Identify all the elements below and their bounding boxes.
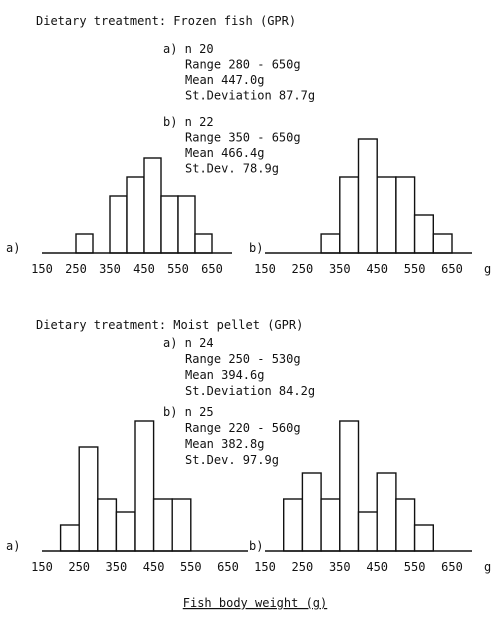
histogram-bar-2-3 (115, 511, 136, 552)
histogram-bar-1-0 (320, 233, 341, 254)
x-tick-label-2-5: 650 (217, 560, 239, 574)
histogram-bar-3-0 (283, 498, 304, 552)
x-tick-label-1-0: 150 (254, 262, 276, 276)
stats-line-2-2: Mean 394.6g (185, 368, 264, 382)
x-tick-label-3-2: 350 (329, 560, 351, 574)
histogram-bar-3-6 (395, 498, 416, 552)
histogram-bar-2-4 (134, 420, 155, 552)
x-axis-label: Fish body weight (g) (183, 596, 328, 610)
x-tick-label-3-1: 250 (292, 560, 314, 574)
histogram-bar-0-2 (126, 176, 145, 254)
stats-line-0-2: Mean 447.0g (185, 73, 264, 87)
panel-label-3: b) (249, 539, 263, 553)
x-tick-label-2-0: 150 (31, 560, 53, 574)
x-tick-label-0-2: 350 (99, 262, 121, 276)
panel-label-1: b) (249, 241, 263, 255)
x-tick-label-2-1: 250 (68, 560, 90, 574)
histogram-bar-1-2 (357, 138, 378, 254)
x-tick-label-1-1: 250 (292, 262, 314, 276)
stats-line-2-0: a) n 24 (163, 336, 214, 350)
stats-line-0-3: St.Deviation 87.7g (185, 89, 315, 103)
histogram-bar-2-2 (97, 498, 118, 552)
panel-label-2: a) (6, 539, 20, 553)
stats-line-1-2: Mean 466.4g (185, 146, 264, 160)
panel-label-0: a) (6, 241, 20, 255)
x-tick-label-3-5: 650 (441, 560, 463, 574)
x-tick-label-3-0: 150 (254, 560, 276, 574)
histogram-bar-0-0 (75, 233, 94, 254)
histogram-bar-1-3 (376, 176, 397, 254)
x-tick-label-2-3: 450 (143, 560, 165, 574)
x-tick-label-3-3: 450 (366, 560, 388, 574)
histogram-bar-1-1 (339, 176, 360, 254)
x-tick-label-3-4: 550 (404, 560, 426, 574)
stats-line-0-1: Range 280 - 650g (185, 58, 301, 72)
stats-line-3-3: St.Dev. 97.9g (185, 453, 279, 467)
histogram-bar-3-2 (320, 498, 341, 552)
histogram-bar-0-1 (109, 195, 128, 254)
histogram-bar-2-0 (59, 524, 80, 552)
histogram-bar-0-3 (143, 157, 162, 254)
stats-line-1-0: b) n 22 (163, 115, 214, 129)
stats-line-1-3: St.Dev. 78.9g (185, 162, 279, 176)
stats-line-1-1: Range 350 - 650g (185, 131, 301, 145)
section-title-moist-pellet: Dietary treatment: Moist pellet (GPR) (36, 318, 303, 332)
x-unit-label-3: g (484, 560, 491, 574)
histogram-bar-3-5 (376, 472, 397, 552)
x-tick-label-1-4: 550 (404, 262, 426, 276)
stats-line-3-1: Range 220 - 560g (185, 421, 301, 435)
stats-line-2-1: Range 250 - 530g (185, 352, 301, 366)
x-tick-label-1-5: 650 (441, 262, 463, 276)
histogram-bar-2-1 (78, 446, 99, 552)
x-tick-label-2-4: 550 (180, 560, 202, 574)
histogram-bar-2-6 (171, 498, 192, 552)
x-tick-label-0-4: 550 (167, 262, 189, 276)
x-tick-label-1-3: 450 (366, 262, 388, 276)
histogram-bar-3-7 (413, 524, 435, 552)
stats-line-3-2: Mean 382.8g (185, 437, 264, 451)
histogram-bar-0-6 (194, 233, 213, 254)
section-title-frozen-fish: Dietary treatment: Frozen fish (GPR) (36, 14, 296, 28)
x-tick-label-2-2: 350 (106, 560, 128, 574)
x-tick-label-0-5: 650 (201, 262, 223, 276)
x-tick-label-0-0: 150 (31, 262, 53, 276)
histogram-bar-2-5 (152, 498, 173, 552)
histogram-bar-0-5 (177, 195, 196, 254)
x-unit-label-1: g (484, 262, 491, 276)
histogram-bar-1-6 (432, 233, 453, 254)
histogram-bar-3-3 (339, 420, 360, 552)
x-tick-label-0-1: 250 (65, 262, 87, 276)
histogram-bar-3-1 (301, 472, 322, 552)
histogram-bar-1-4 (395, 176, 416, 254)
histogram-bar-0-4 (160, 195, 179, 254)
stats-line-2-3: St.Deviation 84.2g (185, 384, 315, 398)
histogram-bar-3-4 (357, 511, 378, 552)
histogram-bar-1-5 (413, 214, 435, 254)
x-tick-label-0-3: 450 (133, 262, 155, 276)
stats-line-3-0: b) n 25 (163, 405, 214, 419)
x-tick-label-1-2: 350 (329, 262, 351, 276)
stats-line-0-0: a) n 20 (163, 42, 214, 56)
